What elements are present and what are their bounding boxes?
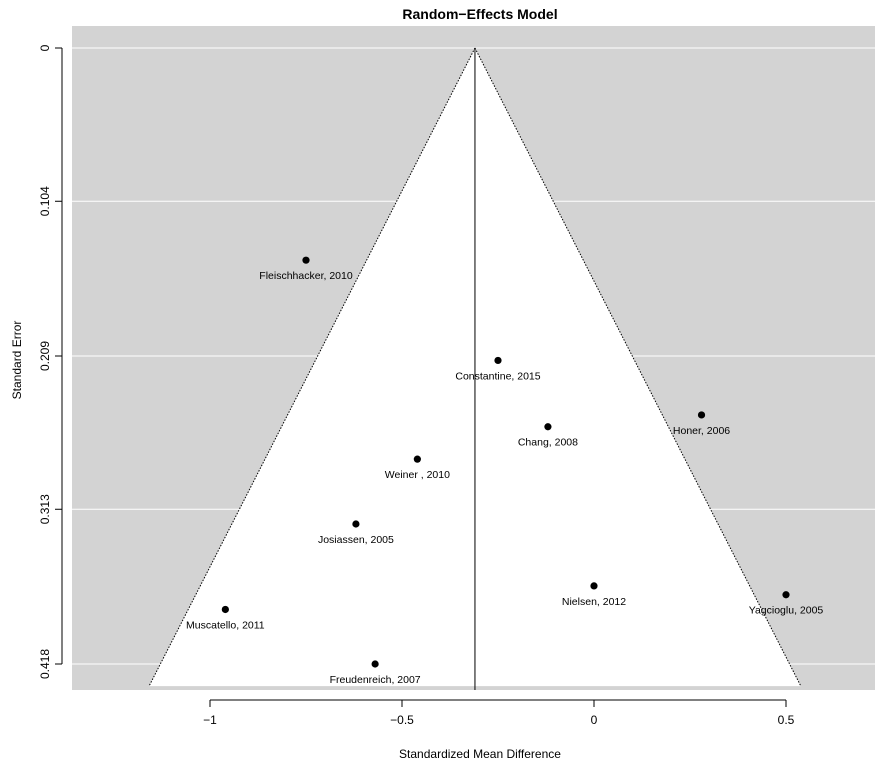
x-axis-label: Standardized Mean Difference <box>399 747 561 761</box>
chart-title: Random−Effects Model <box>402 6 557 22</box>
data-point-2 <box>697 411 706 419</box>
data-point-label-0: Fleischhacker, 2010 <box>259 270 353 282</box>
y-tick-label-0: 0 <box>38 44 52 51</box>
data-point-5 <box>352 520 360 528</box>
data-point-label-3: Chang, 2008 <box>518 437 578 449</box>
x-tick-label-2: 0 <box>591 713 598 727</box>
data-point-0 <box>302 256 310 264</box>
y-tick-label-2: 0.209 <box>38 341 52 371</box>
data-point-label-1: Constantine, 2015 <box>455 370 540 382</box>
funnel-region <box>148 47 802 690</box>
y-tick-label-3: 0.313 <box>38 494 52 524</box>
y-axis-label: Standard Error <box>10 321 24 400</box>
x-tick-label-0: −1 <box>203 713 217 727</box>
data-point-9 <box>371 660 379 668</box>
x-tick-label-3: 0.5 <box>778 713 795 727</box>
data-point-label-5: Josiassen, 2005 <box>318 534 394 546</box>
data-point-label-2: Honer, 2006 <box>673 425 730 437</box>
data-point-label-8: Muscatello, 2011 <box>186 619 265 631</box>
data-point-4 <box>413 455 421 463</box>
data-point-label-4: Weiner , 2010 <box>385 469 450 481</box>
data-point-8 <box>221 605 229 614</box>
data-point-label-7: Yagcioglu, 2005 <box>749 605 824 617</box>
data-point-label-9: Freudenreich, 2007 <box>330 674 421 686</box>
axes: −1 −0.5 0 0.5 0 0.104 0.209 0.313 0.418 <box>38 44 795 727</box>
funnel-left-edge <box>148 47 476 687</box>
data-points: Fleischhacker, 2010 Constantine, 2015 Hone… <box>186 256 824 686</box>
x-tick-label-1: −0.5 <box>390 713 414 727</box>
data-point-1 <box>494 356 502 365</box>
y-tick-label-1: 0.104 <box>38 186 52 216</box>
data-point-label-6: Nielsen, 2012 <box>562 596 626 608</box>
y-tick-label-4: 0.418 <box>38 649 52 679</box>
data-point-7 <box>782 591 790 599</box>
data-point-3 <box>544 423 552 431</box>
data-point-6 <box>590 582 598 590</box>
funnel-right-edge <box>474 47 802 687</box>
